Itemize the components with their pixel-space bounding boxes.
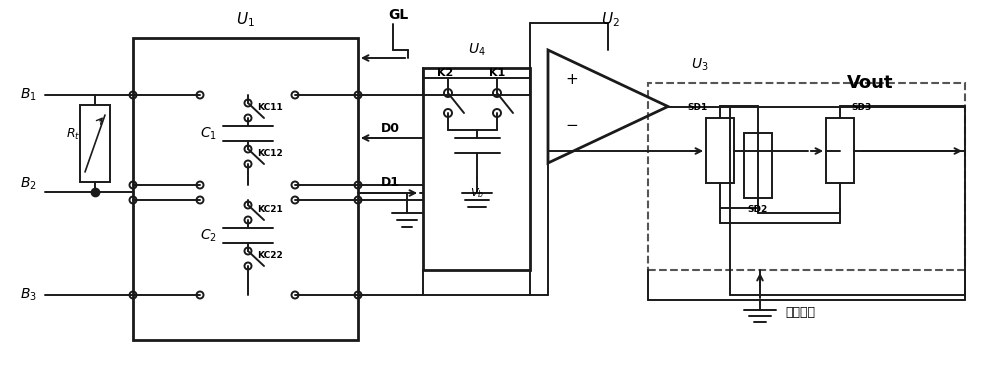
Text: $-$: $-$ xyxy=(565,116,579,130)
Text: KC11: KC11 xyxy=(257,102,283,112)
Text: $U_4$: $U_4$ xyxy=(468,42,486,58)
Text: $B_2$: $B_2$ xyxy=(20,176,36,192)
Text: $U_1$: $U_1$ xyxy=(236,11,254,29)
Text: K1: K1 xyxy=(489,68,505,78)
Text: K2: K2 xyxy=(437,68,453,78)
Text: Vout: Vout xyxy=(847,74,893,92)
Bar xyxy=(744,133,772,198)
Text: $U_2$: $U_2$ xyxy=(601,11,619,29)
Text: KC22: KC22 xyxy=(257,251,283,260)
Bar xyxy=(706,118,734,183)
Text: SD3: SD3 xyxy=(852,104,872,113)
Text: GL: GL xyxy=(388,8,408,22)
Text: D0: D0 xyxy=(380,121,400,135)
Bar xyxy=(423,68,530,270)
Text: SD1: SD1 xyxy=(688,104,708,113)
Text: $B_3$: $B_3$ xyxy=(20,287,36,303)
Bar xyxy=(133,38,358,340)
Text: $B_1$: $B_1$ xyxy=(20,87,36,103)
Text: $R_t$: $R_t$ xyxy=(66,127,80,141)
Text: +: + xyxy=(566,73,578,87)
Text: KC21: KC21 xyxy=(257,204,283,214)
Bar xyxy=(80,105,110,182)
Text: $U_3$: $U_3$ xyxy=(691,57,709,73)
Bar xyxy=(648,83,965,270)
Text: $C_1$: $C_1$ xyxy=(200,126,216,142)
Text: D1: D1 xyxy=(380,177,400,189)
Text: KC12: KC12 xyxy=(257,149,283,158)
Text: 放大选控: 放大选控 xyxy=(785,307,815,319)
Text: $C_2$: $C_2$ xyxy=(200,228,216,244)
Text: $V_b$: $V_b$ xyxy=(470,186,484,200)
Bar xyxy=(826,118,854,183)
Text: SD2: SD2 xyxy=(748,206,768,214)
